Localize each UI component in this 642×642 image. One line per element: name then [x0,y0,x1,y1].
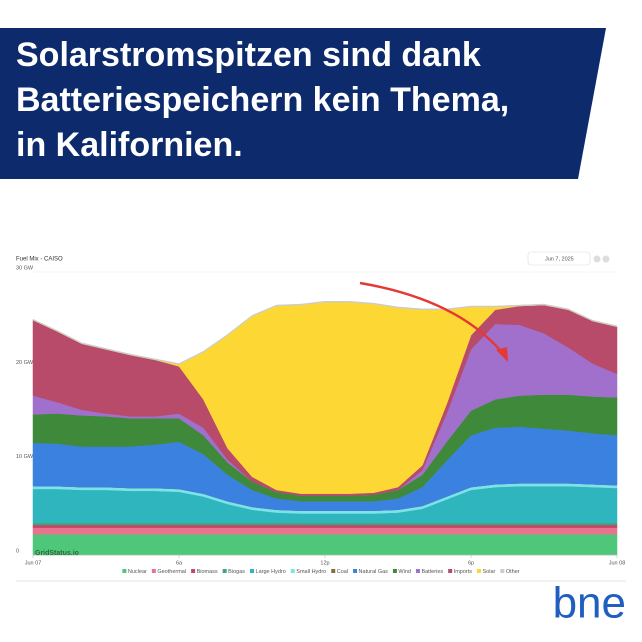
legend-swatch [500,569,505,573]
legend-swatch [353,569,358,573]
legend-label: Biogas [228,569,245,575]
prev-button[interactable] [593,255,601,263]
legend-swatch [122,569,127,573]
legend-swatch [448,569,453,573]
legend-label: Nuclear [128,569,147,575]
legend-label: Biomass [197,569,218,575]
legend-swatch [331,569,336,573]
title-line: Solarstromspitzen sind dank [16,36,481,74]
area [32,300,618,365]
legend-label: Imports [454,569,473,575]
watermark: GridStatus.io [35,550,79,557]
next-button[interactable] [602,255,610,263]
date-picker-label: Jun 7, 2025 [545,256,574,262]
y-tick-label: 0 [16,548,19,554]
legend-label: Solar [483,569,496,575]
x-tick-label: 12p [320,560,329,566]
legend-label: Wind [398,569,411,575]
arrow-head [496,347,508,362]
legend-label: Geothermal [157,569,186,575]
x-tick-label: Jun 07 [25,560,42,566]
title-line: in Kalifornien. [16,126,243,164]
area [32,533,618,556]
legend-label: Coal [337,569,348,575]
logo: bne [553,579,626,628]
plot: 0 10 GW 20 GW 30 GW Jun 07 6a 12p 6p Jun 08 [16,265,625,566]
x-tick-label: 6p [468,560,474,566]
legend-label: Small Hydro [296,569,326,575]
chart-title: Fuel Mix - CAISO [16,257,63,263]
area [32,524,618,528]
x-tick-label: Jun 08 [609,560,626,566]
legend: Nuclear Geothermal Biomass Biogas Large Hydr… [122,569,520,575]
legend-swatch [392,569,397,573]
legend-swatch [477,569,482,573]
legend-swatch [222,569,227,573]
area [32,522,618,526]
title-line: Batteriespeichern kein Thema, [16,81,509,119]
y-tick-label: 20 GW [16,360,34,366]
date-picker[interactable] [527,251,591,266]
legend-label: Other [506,569,520,575]
y-tick-label: 30 GW [16,265,34,271]
legend-swatch [415,569,420,573]
title-banner [0,28,606,179]
legend-label: Large Hydro [256,569,286,575]
legend-swatch [250,569,255,573]
x-tick-label: 6a [176,560,183,566]
legend-swatch [151,569,156,573]
arrow [359,281,506,357]
legend-label: Natural Gas [359,569,389,575]
legend-swatch [290,569,295,573]
y-tick-label: 10 GW [16,454,34,460]
legend-label: Batteries [421,569,443,575]
legend-swatch [191,569,196,573]
area [32,527,618,535]
